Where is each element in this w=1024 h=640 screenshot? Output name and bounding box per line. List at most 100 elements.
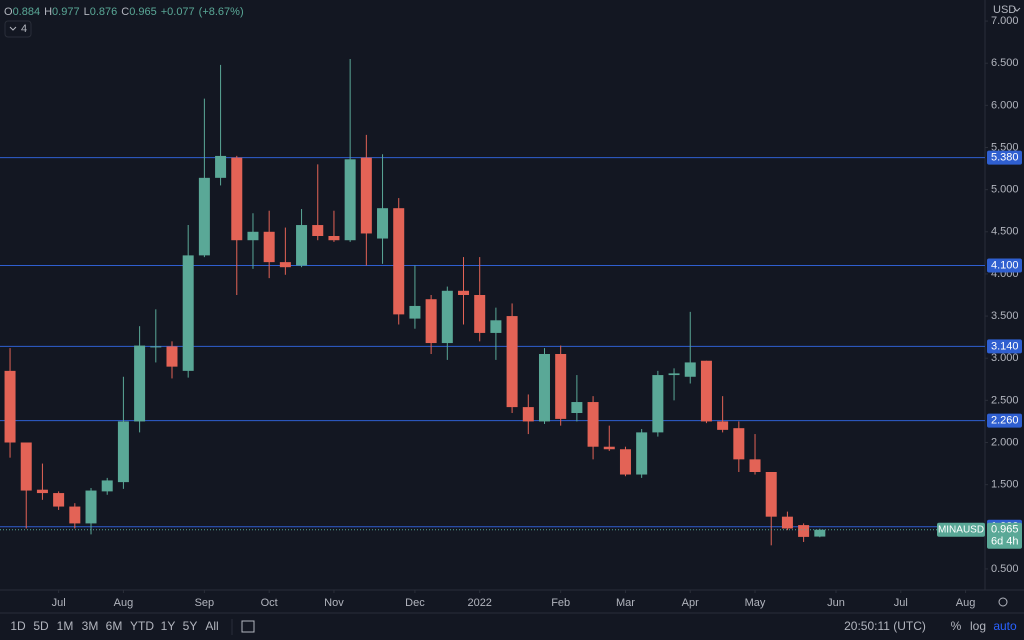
- ohlc-key: L: [84, 6, 90, 18]
- level-label-bg: [987, 258, 1022, 273]
- ui: USD 4 5.3804.1003.1402.2601.000MINAUSD0.…: [4, 4, 1022, 635]
- range-button[interactable]: 1M: [57, 619, 74, 633]
- candle-body: [652, 375, 664, 433]
- candle-body: [85, 490, 97, 524]
- currency[interactable]: USD: [993, 4, 1016, 16]
- change-pct: (+8.67%): [199, 6, 244, 18]
- candle-body: [490, 320, 502, 333]
- ohlc-value: 0.884: [13, 6, 41, 18]
- candle-body: [231, 157, 243, 241]
- candle-body: [684, 362, 696, 377]
- y-tick-label: 5.000: [991, 184, 1019, 196]
- candle-body: [134, 345, 146, 422]
- plot: 0.5001.5002.0002.5003.0003.5004.0004.500…: [0, 15, 1019, 609]
- y-tick-label: 1.500: [991, 479, 1019, 491]
- range-button[interactable]: 3M: [82, 619, 99, 633]
- last-price-label: 0.965: [991, 524, 1019, 536]
- settings-icon[interactable]: [998, 597, 1008, 607]
- y-tick-label: 6.500: [991, 57, 1019, 69]
- candle-body: [733, 428, 745, 460]
- x-tick-label: Nov: [324, 597, 344, 609]
- candle-body: [53, 493, 65, 507]
- candle-body: [603, 446, 615, 450]
- symbol-tag: MINAUSD: [938, 524, 984, 535]
- candle-body: [101, 480, 113, 492]
- level-label: 4.100: [991, 259, 1019, 271]
- y-tick-label: 4.500: [991, 226, 1019, 238]
- candle-body: [425, 299, 437, 344]
- candle-body: [441, 290, 453, 344]
- candle-body: [296, 225, 308, 266]
- percent-toggle[interactable]: %: [951, 619, 962, 633]
- candle-body: [215, 155, 227, 178]
- change: +0.077: [161, 6, 195, 18]
- candle-body: [377, 208, 389, 239]
- level-label-bg: [987, 339, 1022, 354]
- range-button[interactable]: 6M: [106, 619, 123, 633]
- candle-body: [765, 472, 777, 517]
- range-button[interactable]: 5Y: [183, 619, 198, 633]
- y-tick-label: 3.500: [991, 310, 1019, 322]
- ohlc-key: H: [44, 6, 52, 18]
- candle-body: [749, 459, 761, 472]
- x-tick-label: Sep: [195, 597, 215, 609]
- candle-body: [458, 290, 470, 295]
- indicator-box[interactable]: [4, 20, 32, 38]
- candle-body: [409, 305, 421, 319]
- candle-body: [20, 442, 32, 491]
- candle-body: [393, 208, 405, 315]
- x-tick-label: Aug: [956, 597, 976, 609]
- candle-body: [717, 421, 729, 430]
- candle-body: [571, 402, 583, 413]
- range-button[interactable]: 5D: [33, 619, 49, 633]
- auto-toggle[interactable]: auto: [993, 619, 1017, 633]
- indicator-caret: [9, 26, 17, 31]
- candle-body: [506, 316, 518, 408]
- candle-body: [814, 529, 826, 537]
- candle-body: [700, 360, 712, 422]
- candle-body: [344, 159, 356, 241]
- candle-body: [247, 231, 259, 241]
- range-button[interactable]: All: [205, 619, 218, 633]
- x-tick-label: Oct: [261, 597, 278, 609]
- y-tick-label: 2.000: [991, 436, 1019, 448]
- x-tick-label: Feb: [551, 597, 570, 609]
- x-tick-label: Aug: [114, 597, 134, 609]
- ohlc-key: C: [121, 6, 129, 18]
- y-tick-label: 7.000: [991, 15, 1019, 27]
- level-label: 3.140: [991, 340, 1019, 352]
- clock: 20:50:11 (UTC): [844, 619, 926, 633]
- ohlc-value: 0.965: [129, 6, 157, 18]
- candle-body: [263, 231, 275, 263]
- x-tick-label: Apr: [682, 597, 699, 609]
- candle-body: [619, 449, 631, 475]
- ohlc-value: 0.876: [90, 6, 118, 18]
- candle-body: [587, 402, 599, 447]
- calendar-icon[interactable]: [241, 620, 255, 633]
- candle-body: [182, 255, 194, 371]
- x-tick-label: Jul: [894, 597, 908, 609]
- candle-body: [474, 295, 486, 333]
- level-label-bg: [987, 150, 1022, 165]
- x-tick-label: May: [745, 597, 766, 609]
- range-button[interactable]: 1Y: [161, 619, 176, 633]
- candle-body: [198, 177, 210, 256]
- x-tick-label: 2022: [467, 597, 491, 609]
- x-tick-label: Mar: [616, 597, 635, 609]
- candle-body: [279, 262, 291, 268]
- candle-body: [166, 346, 178, 367]
- candle-body: [668, 373, 680, 376]
- log-toggle[interactable]: log: [970, 619, 986, 633]
- last-price-bg: [987, 522, 1022, 549]
- y-tick-label: 3.000: [991, 352, 1019, 364]
- level-label: 5.380: [991, 152, 1019, 164]
- ohlc-value: 0.977: [52, 6, 80, 18]
- range-button[interactable]: YTD: [130, 619, 154, 633]
- candle-body: [150, 346, 162, 348]
- candle-body: [36, 489, 48, 494]
- y-tick-label: 2.500: [991, 394, 1019, 406]
- range-button[interactable]: 1D: [10, 619, 26, 633]
- candle-body: [117, 421, 129, 483]
